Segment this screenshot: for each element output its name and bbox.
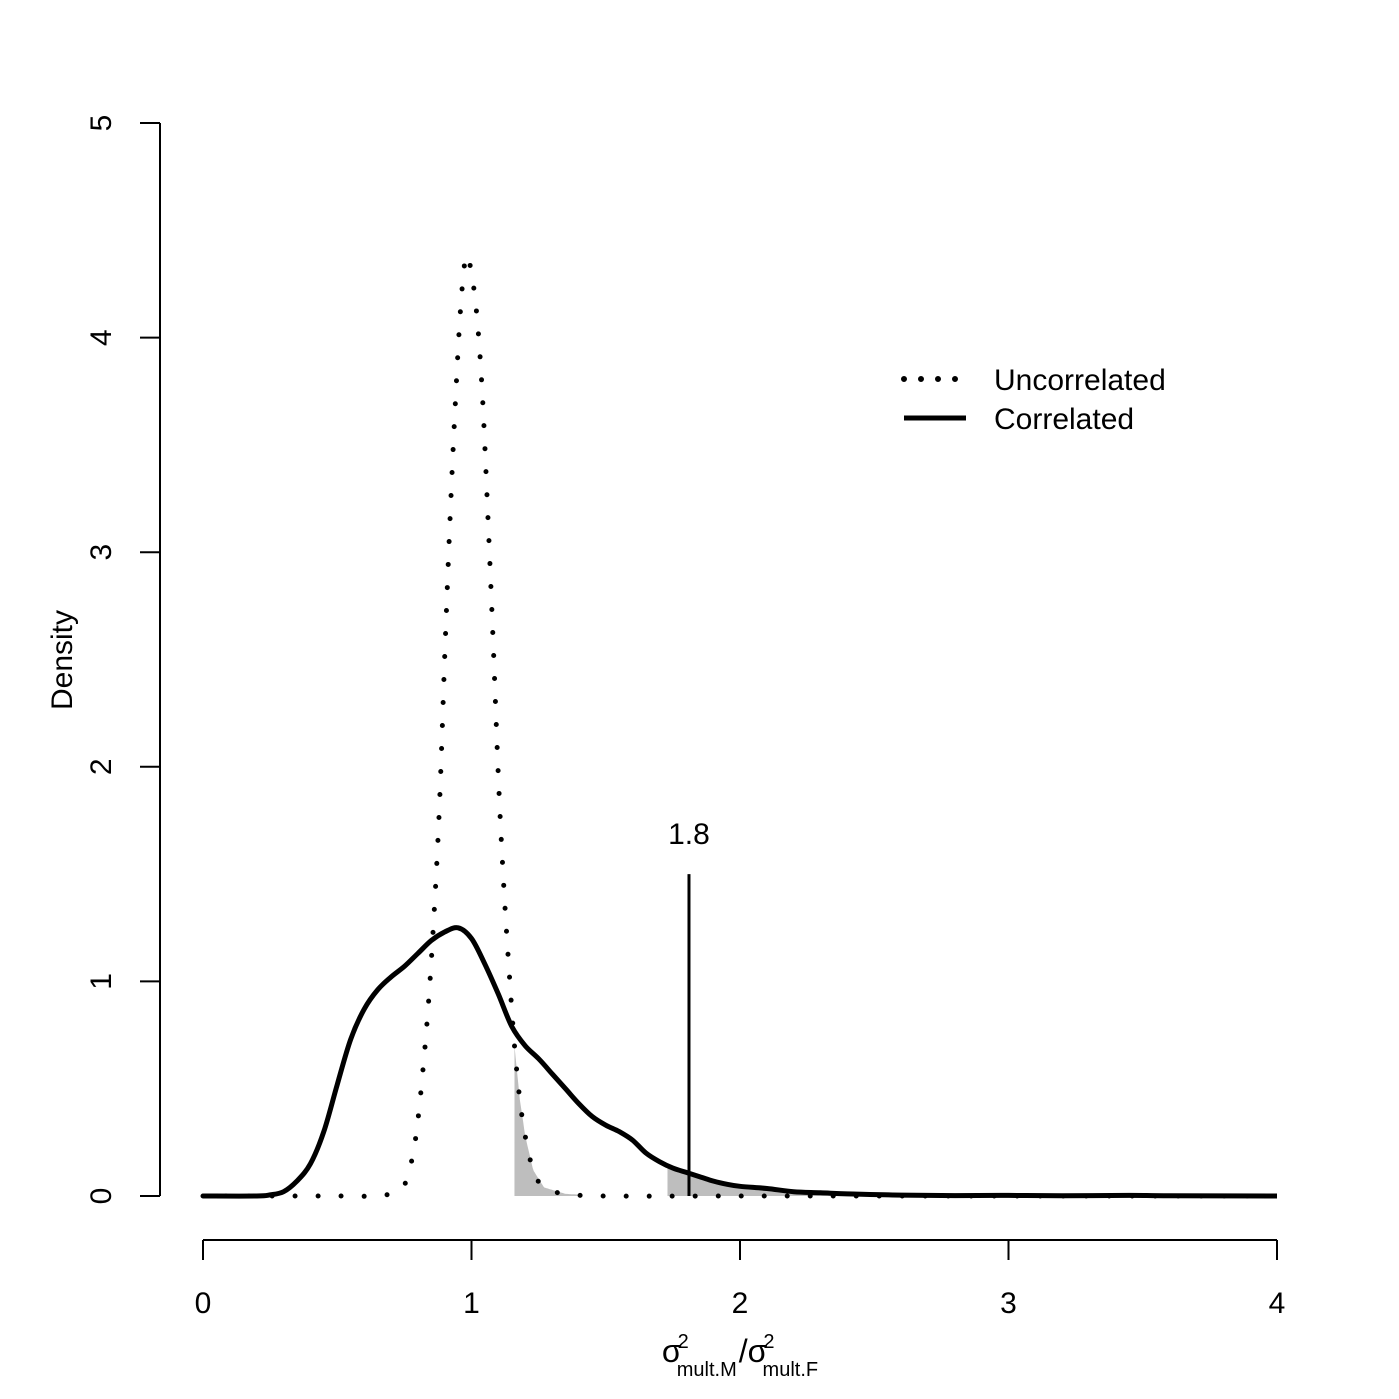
y-tick-label: 3 [85, 544, 118, 561]
legend-uncorrelated-label: Uncorrelated [994, 364, 1166, 397]
x-tick-label: 0 [195, 1287, 212, 1320]
x-tick-label: 2 [732, 1287, 749, 1320]
shaded-tail-regions [514, 1045, 834, 1196]
x-tick-label: 3 [1000, 1287, 1017, 1320]
x-title-numerator-symbol: σ [662, 1333, 682, 1369]
x-title-denominator-sup: 2 [763, 1331, 774, 1353]
x-title-numerator-sub: mult.M [677, 1359, 737, 1381]
legend-correlated-label: Correlated [994, 403, 1134, 436]
y-tick-label: 4 [85, 329, 118, 346]
observed-value-label: 1.8 [668, 818, 710, 851]
y-tick-label: 1 [85, 973, 118, 990]
x-tick-label: 4 [1269, 1287, 1286, 1320]
x-title-numerator-sup: 2 [678, 1331, 689, 1353]
x-axis: 0 1 2 3 4 [195, 1239, 1286, 1320]
series-line-correlated [202, 925, 1278, 1199]
y-axis-title: Density [46, 610, 79, 710]
y-axis: 0 1 2 3 4 5 [85, 115, 161, 1205]
y-tick-label: 2 [85, 758, 118, 775]
y-tick-label: 0 [85, 1188, 118, 1205]
shaded-region-uncorrelated [514, 1045, 579, 1196]
legend: Uncorrelated Correlated [901, 364, 1166, 436]
y-tick-label: 5 [85, 115, 118, 132]
x-title-divider: / [739, 1333, 748, 1369]
x-tick-label: 1 [463, 1287, 480, 1320]
x-axis-title: σ2 mult.M/σ2 mult.F [662, 1331, 818, 1381]
x-title-denominator-symbol: σ [748, 1333, 768, 1369]
shaded-region-correlated [667, 1165, 834, 1196]
series-lines [200, 252, 1280, 1199]
x-title-denominator-sub: mult.F [763, 1359, 819, 1381]
